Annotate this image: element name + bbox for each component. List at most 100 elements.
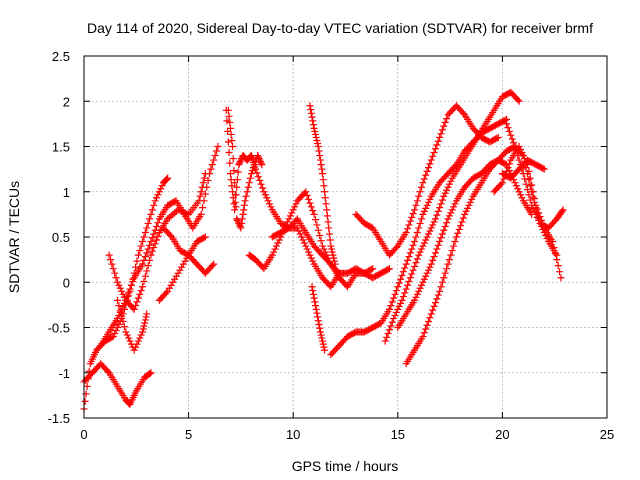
data-point [302,188,310,196]
data-point [391,311,399,319]
data-point [418,183,426,191]
data-point [142,313,150,321]
data-point [539,164,547,172]
data-point [451,238,459,246]
data-point [289,206,297,214]
data-point [532,210,540,218]
data-point [508,135,516,143]
data-point [268,251,276,259]
data-point [466,198,474,206]
data-point [244,183,252,191]
data-point [416,188,424,196]
data-point [383,333,391,341]
data-point [454,229,462,237]
data-point [558,207,566,215]
data-point [405,253,413,261]
data-point [309,290,317,298]
data-point [154,219,162,227]
data-point [318,337,326,345]
y-axis-label: SDTVAR / TECUs [6,181,22,293]
data-point [533,213,541,221]
data-point [231,179,239,187]
data-point [236,158,244,166]
data-point [132,343,140,351]
data-point [143,267,151,275]
data-point [423,233,431,241]
data-point [429,256,437,264]
data-point [406,217,414,225]
data-point [525,191,533,199]
data-point [335,269,343,277]
data-point [330,254,338,262]
data-point [422,204,430,212]
data-point [440,122,448,130]
data-point [147,369,155,377]
data-point [314,226,322,234]
y-tick-label: 1.5 [52,140,70,155]
data-point [133,257,141,265]
data-point [144,262,152,270]
data-point [528,181,536,189]
data-point [147,210,155,218]
series-arc-13 [308,283,329,354]
x-axis-label: GPS time / hours [292,458,399,474]
data-point [151,226,159,234]
data-point [115,320,123,328]
data-point [493,134,501,142]
data-point [235,161,243,169]
data-point [226,124,234,132]
data-point [153,222,161,230]
data-point [139,325,147,333]
data-point [330,257,338,265]
data-point [83,382,91,390]
data-point [305,248,313,256]
data-point [419,278,427,286]
data-point [514,185,522,193]
data-point [320,343,328,351]
data-point [312,302,320,310]
data-point [146,241,154,249]
x-tick-label: 0 [80,427,87,442]
data-point [130,305,138,313]
data-point [390,294,398,302]
data-point [441,269,449,277]
data-point [424,230,432,238]
data-point [525,176,533,184]
data-point [257,159,265,167]
data-point [259,184,267,192]
data-point [381,337,389,345]
data-point [422,236,430,244]
data-point [139,238,147,246]
data-point [125,289,133,297]
y-tick-label: 0.5 [52,230,70,245]
data-point [226,170,234,178]
data-point [413,255,421,263]
data-point [313,309,321,317]
data-point [305,195,313,203]
series-arc-2 [80,360,155,408]
data-point [448,206,456,214]
data-point [413,290,421,298]
data-point [494,133,502,141]
data-point [154,232,162,240]
data-point [140,233,148,241]
data-point [321,248,329,256]
data-point [394,305,402,313]
data-point [226,118,234,126]
data-point [424,164,432,172]
data-point [310,124,318,132]
data-point [141,228,149,236]
data-point [151,240,159,248]
data-point [307,254,315,262]
series-arc-5 [113,296,151,354]
data-point [452,233,460,241]
data-point [517,191,525,199]
data-point [208,262,216,270]
series-arc-6 [159,224,218,277]
data-point [155,188,163,196]
data-point [317,161,325,169]
data-point [525,167,533,175]
data-point [224,106,232,114]
y-tick-label: 1 [63,185,70,200]
data-point [210,260,218,268]
